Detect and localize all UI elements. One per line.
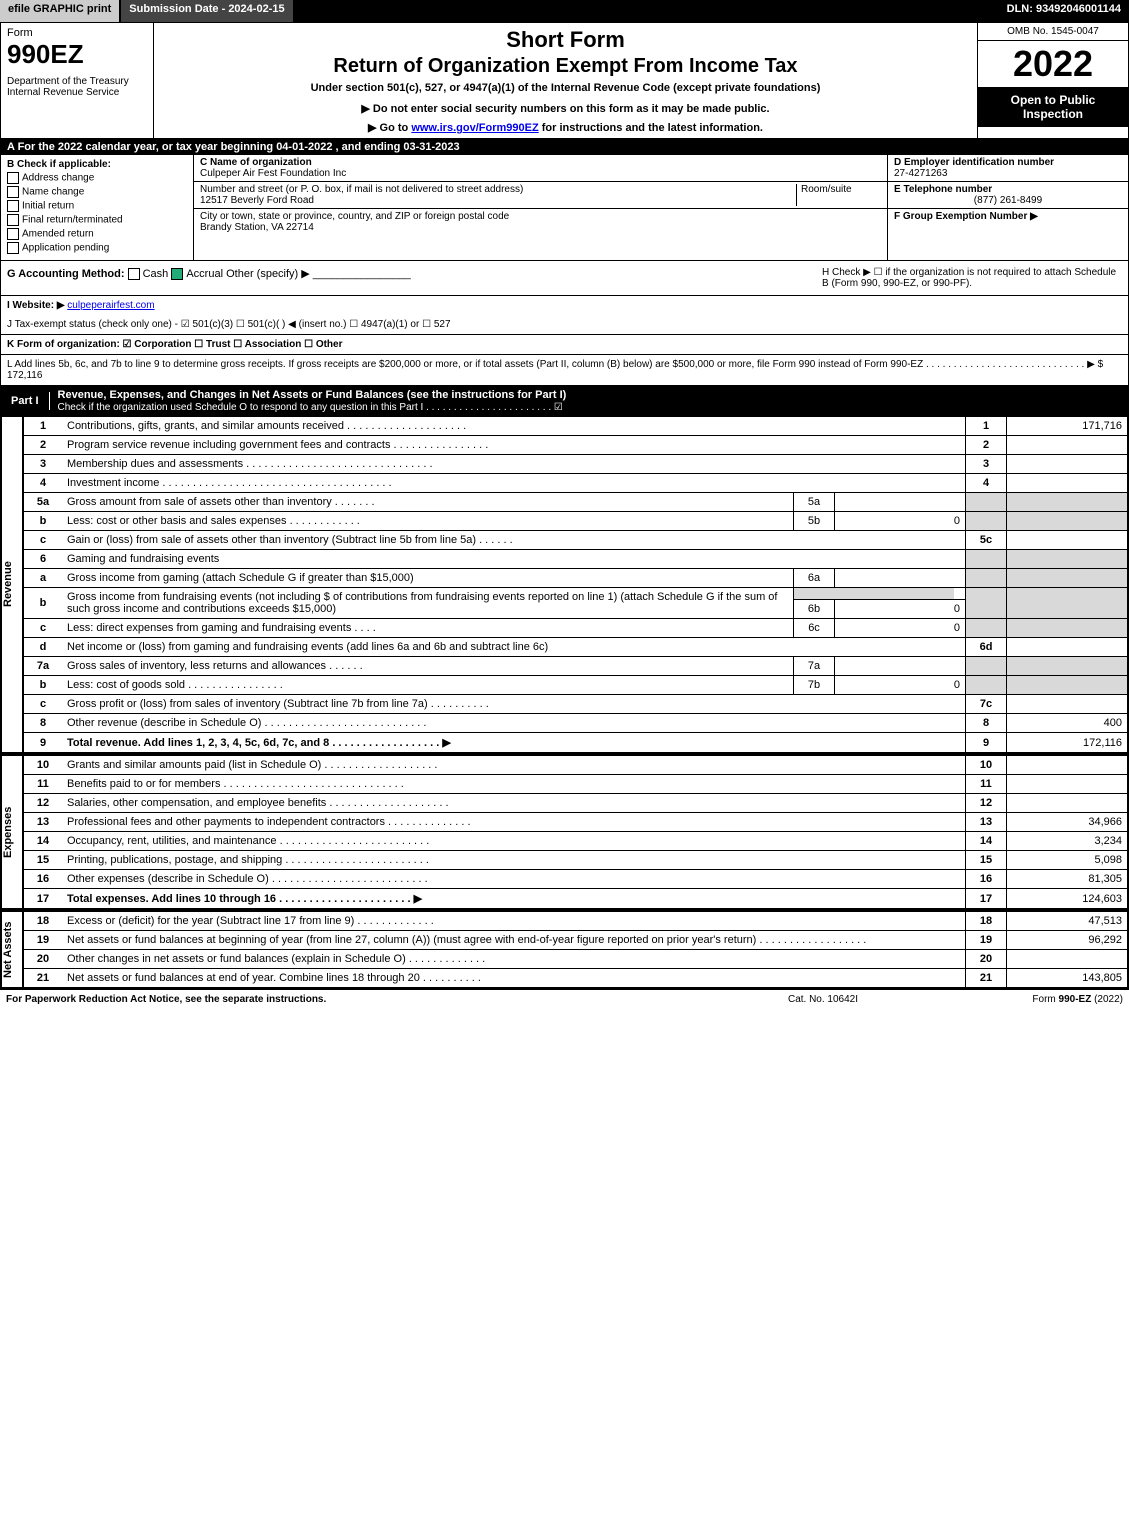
subtitle-1: Under section 501(c), 527, or 4947(a)(1)… (162, 82, 969, 94)
org-city: Brandy Station, VA 22714 (200, 222, 314, 233)
omb-number: OMB No. 1545-0047 (978, 23, 1128, 41)
ein: 27-4271263 (894, 168, 947, 179)
revenue-table: 1Contributions, gifts, grants, and simil… (23, 416, 1128, 753)
part-1-header: Part I Revenue, Expenses, and Changes in… (1, 386, 1128, 416)
irs-link[interactable]: www.irs.gov/Form990EZ (411, 122, 538, 134)
netassets-table: 18Excess or (deficit) for the year (Subt… (23, 911, 1128, 988)
org-name: Culpeper Air Fest Foundation Inc (200, 168, 346, 179)
section-b: B Check if applicable: Address change Na… (1, 155, 194, 260)
form-number: 990EZ (7, 39, 147, 70)
page-footer: For Paperwork Reduction Act Notice, see … (0, 989, 1129, 1009)
revenue-side-label: Revenue (1, 416, 23, 753)
section-c: C Name of organization Culpeper Air Fest… (194, 155, 888, 260)
group-exemption: F Group Exemption Number ▶ (894, 211, 1038, 222)
row-k: K Form of organization: ☑ Corporation ☐ … (1, 334, 1128, 354)
org-street: 12517 Beverly Ford Road (200, 195, 314, 206)
public-inspection: Open to Public Inspection (978, 87, 1128, 127)
section-a: A For the 2022 calendar year, or tax yea… (1, 139, 1128, 155)
form-label: Form (7, 27, 147, 39)
top-bar: efile GRAPHIC print Submission Date - 20… (0, 0, 1129, 22)
b-label: B Check if applicable: (7, 159, 187, 170)
phone: (877) 261-8499 (894, 195, 1122, 206)
short-form-title: Short Form (162, 27, 969, 53)
dln-label: DLN: 93492046001144 (999, 0, 1129, 22)
form-header: Form 990EZ Department of the Treasury In… (0, 22, 1129, 139)
row-j: J Tax-exempt status (check only one) - ☑… (1, 315, 1128, 334)
expenses-table: 10Grants and similar amounts paid (list … (23, 755, 1128, 909)
subtitle-3: ▶ Go to www.irs.gov/Form990EZ for instru… (162, 121, 969, 134)
tax-year: 2022 (978, 41, 1128, 87)
section-h: H Check ▶ ☐ if the organization is not r… (822, 267, 1122, 289)
submission-date: Submission Date - 2024-02-15 (121, 0, 294, 22)
row-l: L Add lines 5b, 6c, and 7b to line 9 to … (1, 354, 1128, 385)
return-title: Return of Organization Exempt From Incom… (162, 55, 969, 78)
subtitle-2: ▶ Do not enter social security numbers o… (162, 102, 969, 115)
dept-label: Department of the Treasury Internal Reve… (7, 76, 147, 98)
efile-print-button[interactable]: efile GRAPHIC print (0, 0, 121, 22)
website-link[interactable]: culpeperairfest.com (67, 300, 154, 311)
netassets-side-label: Net Assets (1, 911, 23, 988)
expenses-side-label: Expenses (1, 755, 23, 909)
